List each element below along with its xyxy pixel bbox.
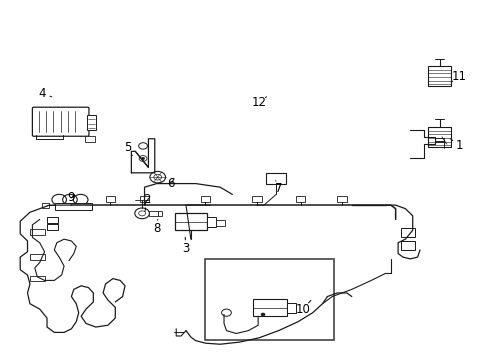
Bar [400, 241, 414, 250]
Bar [215, 220, 225, 226]
Bar [253, 299, 287, 316]
Bar [175, 213, 206, 230]
Bar [295, 196, 305, 202]
Bar [204, 259, 333, 339]
Bar [140, 196, 149, 202]
Circle shape [142, 157, 144, 159]
Bar [47, 224, 58, 230]
Bar [434, 138, 444, 142]
Circle shape [261, 313, 264, 316]
Text: 2: 2 [143, 193, 150, 206]
Bar [336, 196, 346, 202]
Bar [55, 203, 92, 211]
Bar [47, 217, 58, 223]
Bar [85, 136, 95, 141]
Bar [30, 276, 44, 282]
Bar [105, 196, 115, 202]
Bar [42, 203, 49, 208]
Text: 3: 3 [182, 242, 189, 255]
Bar [206, 217, 215, 226]
Text: 1: 1 [454, 139, 462, 152]
Bar [400, 228, 414, 237]
Bar [158, 211, 162, 216]
Text: 11: 11 [450, 69, 466, 82]
Bar [87, 116, 96, 130]
Bar [251, 196, 261, 202]
Text: 9: 9 [67, 192, 75, 204]
Bar [200, 196, 210, 202]
Bar [30, 229, 44, 235]
Bar [287, 303, 296, 314]
Text: 8: 8 [153, 222, 160, 235]
FancyBboxPatch shape [32, 107, 89, 136]
Bar [266, 173, 285, 184]
Text: 12: 12 [251, 96, 266, 109]
Text: 7: 7 [274, 183, 282, 195]
Text: 10: 10 [295, 303, 310, 316]
Bar [427, 66, 450, 86]
Bar [30, 254, 44, 260]
Bar [427, 127, 450, 147]
Bar [149, 211, 158, 216]
Text: 6: 6 [167, 177, 175, 190]
Text: 5: 5 [123, 141, 131, 154]
Text: 4: 4 [39, 87, 46, 100]
